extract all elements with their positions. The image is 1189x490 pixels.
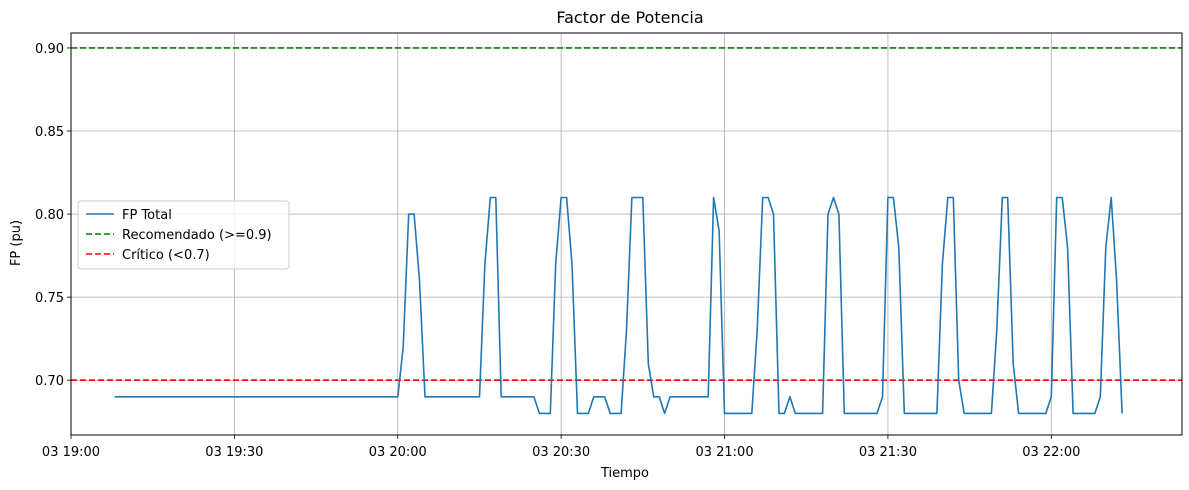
legend-box [77, 200, 290, 270]
x-tick-label: 03 19:00 [42, 445, 100, 460]
series-line-fp-total [114, 196, 1123, 415]
y-tick-label: 0.90 [35, 42, 64, 57]
legend-entry: Crítico (<0.7) [122, 248, 210, 263]
series-layer [114, 196, 1123, 415]
y-tick-label: 0.75 [35, 291, 64, 306]
y-axis-ticks: 0.70 0.75 0.80 0.85 0.90 [35, 42, 71, 389]
y-tick-label: 0.70 [35, 374, 64, 389]
x-tick-label: 03 21:00 [695, 445, 753, 460]
x-tick-label: 03 20:00 [369, 445, 427, 460]
x-axis-ticks: 03 19:00 03 19:30 03 20:00 03 20:30 03 21:00… [42, 435, 1080, 460]
y-tick-label: 0.80 [35, 208, 64, 223]
x-axis-label: Tiempo [600, 466, 649, 481]
reference-lines [71, 47, 1182, 381]
chart-title: Factor de Potencia [556, 8, 703, 27]
legend-entry: Recomendado (>=0.9) [122, 228, 272, 243]
y-tick-label: 0.85 [35, 125, 64, 140]
legend: FP Total Recomendado (>=0.9) Crítico (<0.7… [77, 200, 290, 270]
x-tick-label: 03 19:30 [205, 445, 263, 460]
x-tick-label: 03 22:00 [1022, 445, 1080, 460]
y-axis-label: FP (pu) [9, 220, 24, 266]
plot-area-frame [70, 32, 1183, 436]
x-tick-label: 03 20:30 [532, 445, 590, 460]
x-tick-label: 03 21:30 [859, 445, 917, 460]
legend-entry: FP Total [122, 208, 172, 223]
